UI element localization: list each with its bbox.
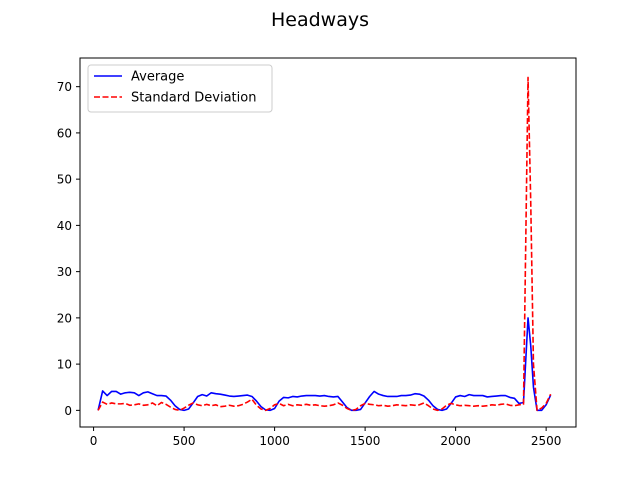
x-tick-label: 1500 bbox=[350, 434, 381, 448]
legend-box bbox=[87, 64, 273, 113]
series-line-average bbox=[97, 317, 552, 412]
y-tick-label: 30 bbox=[57, 265, 72, 279]
ticks-layer: 0 500 1000 1500 2000 2500 0 10 20 30 40 50 60 70 bbox=[57, 80, 562, 448]
legend-label-standard-deviation: Standard Deviation bbox=[131, 91, 256, 106]
plot-frame bbox=[79, 57, 577, 428]
series-line-standard-deviation bbox=[97, 76, 552, 412]
x-tick-label: 0 bbox=[90, 434, 98, 448]
y-tick-label: 0 bbox=[64, 404, 72, 418]
y-tick-label: 70 bbox=[57, 80, 72, 94]
chart-title: Headways bbox=[271, 9, 369, 31]
legend: Average Standard Deviation bbox=[87, 64, 273, 113]
y-tick-label: 60 bbox=[57, 126, 72, 140]
y-tick-label: 50 bbox=[57, 173, 72, 187]
y-tick-label: 10 bbox=[57, 358, 72, 372]
y-tick-label: 40 bbox=[57, 219, 72, 233]
y-tick-label: 20 bbox=[57, 311, 72, 325]
x-tick-label: 2000 bbox=[440, 434, 471, 448]
legend-label-average: Average bbox=[131, 70, 184, 85]
x-tick-label: 1000 bbox=[259, 434, 290, 448]
series-layer bbox=[97, 76, 552, 412]
x-tick-label: 500 bbox=[173, 434, 196, 448]
x-tick-label: 2500 bbox=[531, 434, 562, 448]
